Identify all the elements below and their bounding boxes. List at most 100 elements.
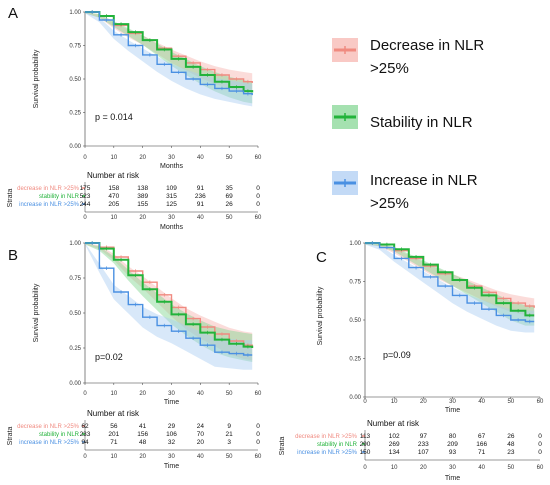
y-tick-label: 0.00 xyxy=(69,381,81,387)
risk-count: 0 xyxy=(538,441,542,448)
risk-x-tick-label: 60 xyxy=(255,454,262,460)
risk-count: 71 xyxy=(478,449,486,456)
risk-row-label-decrease: decrease in NLR >25% xyxy=(17,424,80,430)
x-tick-label: 50 xyxy=(226,391,233,397)
risk-count: 67 xyxy=(478,433,486,440)
y-tick-label: 0.25 xyxy=(349,357,361,363)
y-tick-label: 0.75 xyxy=(349,280,361,286)
y-axis-label: Survival probability xyxy=(317,286,324,345)
risk-row-label-increase: increase in NLR >25% xyxy=(297,450,358,456)
risk-count: 80 xyxy=(449,433,457,440)
risk-table-title: Number at risk xyxy=(367,419,420,428)
legend-item-decrease: Decrease in NLR >25% xyxy=(332,37,484,77)
legend-label: Increase in NLR xyxy=(370,172,478,189)
risk-x-axis-label: Time xyxy=(445,475,460,482)
risk-count: 134 xyxy=(389,449,400,456)
risk-count: 0 xyxy=(256,193,260,200)
risk-count: 0 xyxy=(256,201,260,208)
risk-count: 35 xyxy=(226,185,234,192)
x-tick-label: 40 xyxy=(197,155,204,161)
risk-count: 166 xyxy=(476,441,487,448)
km-panel-b: B0.000.250.500.751.000 10 20 30 40 50 60Surviv… xyxy=(7,241,262,470)
risk-count: 23 xyxy=(507,449,515,456)
x-tick-label: 0 xyxy=(363,399,367,405)
risk-count: 201 xyxy=(108,431,119,438)
risk-table-title: Number at risk xyxy=(87,171,140,180)
km-curve-increase xyxy=(85,11,253,96)
ci-band-decrease xyxy=(85,12,253,93)
y-tick-label: 0.00 xyxy=(349,395,361,401)
ci-band-increase xyxy=(85,243,253,370)
risk-count: 315 xyxy=(166,193,177,200)
y-tick-label: 1.00 xyxy=(69,10,81,16)
risk-count: 56 xyxy=(110,423,118,430)
x-tick-label: 20 xyxy=(139,391,146,397)
km-panel-c: C0.000.250.500.751.000 10 20 30 40 50 60Surviv… xyxy=(279,241,544,482)
p-value-annotation: p = 0.014 xyxy=(95,112,133,122)
ci-band-increase xyxy=(365,243,535,333)
risk-x-tick-label: 30 xyxy=(449,465,456,471)
x-tick-label: 20 xyxy=(420,399,427,405)
risk-x-tick-label: 40 xyxy=(478,465,485,471)
risk-x-tick-label: 0 xyxy=(83,454,87,460)
risk-x-tick-label: 0 xyxy=(83,215,87,221)
y-tick-label: 0.25 xyxy=(69,346,81,352)
ci-band-decrease xyxy=(365,243,535,317)
risk-count: 125 xyxy=(166,201,177,208)
legend-item-increase: Increase in NLR >25% xyxy=(332,171,478,212)
panel-label: A xyxy=(8,5,18,22)
risk-count: 70 xyxy=(197,431,205,438)
ci-band-increase xyxy=(85,12,253,107)
risk-x-tick-label: 20 xyxy=(420,465,427,471)
x-tick-label: 10 xyxy=(110,391,117,397)
risk-count: 236 xyxy=(195,193,206,200)
risk-count: 102 xyxy=(389,433,400,440)
strata-label: Strata xyxy=(279,437,286,456)
p-value-annotation: p=0.02 xyxy=(95,352,123,362)
risk-count: 41 xyxy=(139,423,147,430)
legend-label: >25% xyxy=(370,195,409,212)
x-tick-label: 20 xyxy=(139,155,146,161)
x-tick-label: 60 xyxy=(537,399,544,405)
x-tick-label: 0 xyxy=(83,155,87,161)
risk-count: 156 xyxy=(137,431,148,438)
x-axis-label: Time xyxy=(164,399,179,406)
risk-count: 0 xyxy=(256,431,260,438)
y-axis-label: Survival probability xyxy=(33,49,40,108)
y-tick-label: 0.50 xyxy=(69,311,81,317)
risk-count: 32 xyxy=(168,439,176,446)
x-axis-label: Months xyxy=(160,163,183,170)
risk-x-tick-label: 50 xyxy=(226,454,233,460)
risk-count: 0 xyxy=(538,449,542,456)
risk-x-axis-label: Time xyxy=(164,463,179,470)
risk-count: 205 xyxy=(108,201,119,208)
risk-count: 155 xyxy=(137,201,148,208)
risk-x-tick-label: 30 xyxy=(168,215,175,221)
risk-count: 26 xyxy=(507,433,515,440)
risk-count: 107 xyxy=(418,449,429,456)
risk-count: 48 xyxy=(139,439,147,446)
risk-row-label-increase: increase in NLR >25% xyxy=(19,440,80,446)
risk-x-tick-label: 10 xyxy=(391,465,398,471)
x-tick-label: 10 xyxy=(110,155,117,161)
legend-item-stability: Stability in NLR xyxy=(332,105,473,131)
risk-count: 24 xyxy=(197,423,205,430)
risk-x-tick-label: 50 xyxy=(226,215,233,221)
strata-label: Strata xyxy=(7,189,14,208)
risk-count: 97 xyxy=(420,433,428,440)
risk-x-tick-label: 0 xyxy=(363,465,367,471)
risk-x-tick-label: 40 xyxy=(197,215,204,221)
risk-row-label-stability: stability in NLR xyxy=(39,432,80,438)
panel-label: B xyxy=(8,247,18,264)
x-tick-label: 50 xyxy=(507,399,514,405)
risk-table-title: Number at risk xyxy=(87,409,140,418)
risk-count: 71 xyxy=(110,439,118,446)
risk-x-tick-label: 10 xyxy=(110,215,117,221)
y-tick-label: 1.00 xyxy=(69,241,81,247)
y-tick-label: 0.25 xyxy=(69,111,81,117)
panel-label: C xyxy=(316,249,327,266)
risk-x-axis-label: Months xyxy=(160,224,183,231)
risk-row-label-decrease: decrease in NLR >25% xyxy=(17,186,80,192)
x-tick-label: 60 xyxy=(255,155,262,161)
